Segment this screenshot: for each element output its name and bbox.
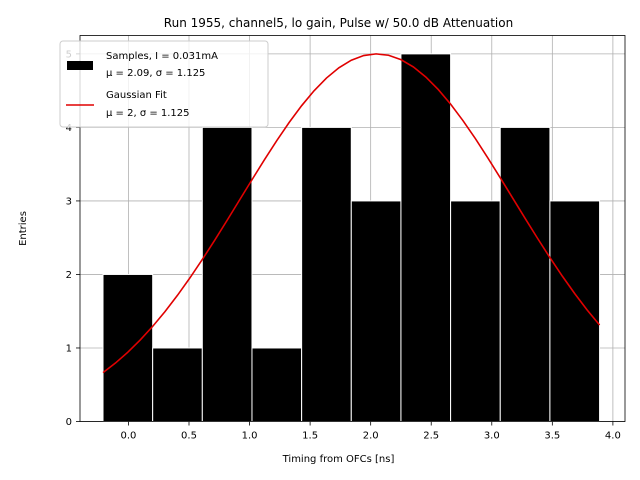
y-axis-label: Entries: [18, 211, 29, 246]
histogram-bar-8: [499, 126, 551, 423]
chart-title: Run 1955, channel5, lo gain, Pulse w/ 50…: [164, 16, 513, 30]
histogram-bar-7: [450, 200, 501, 422]
legend: Samples, I = 0.031mA μ = 2.09, σ = 1.125…: [59, 40, 269, 128]
histogram-bar-9: [549, 200, 601, 422]
gaussian-fit-line: [102, 53, 601, 374]
legend-samples-label: Samples, I = 0.031mA: [106, 51, 218, 62]
histogram-bars: [102, 53, 601, 423]
x-axis-ticks: 0.0 0.5 1.0 1.5 2.0 2.5 3.0 3.5 4.0: [120, 421, 621, 442]
histogram-bar-5: [350, 200, 402, 422]
plot-frame: [79, 35, 626, 422]
y-tick-label: 2: [66, 270, 72, 281]
x-axis-label: Timing from OFCs [ns]: [282, 454, 395, 465]
gaussian-fit: [102, 53, 601, 374]
histogram-bar-3: [251, 347, 303, 423]
histogram-bar-0: [102, 273, 154, 423]
x-tick-label: 2.5: [423, 431, 439, 442]
y-tick-label: 3: [66, 196, 72, 207]
x-tick-label: 3.5: [544, 431, 560, 442]
histogram-bar-6: [400, 53, 452, 422]
x-tick-label: 2.0: [363, 431, 379, 442]
legend-box: [59, 40, 269, 128]
legend-fit-label: Gaussian Fit: [106, 90, 167, 101]
x-tick-label: 1.5: [302, 431, 318, 442]
y-tick-label: 0: [66, 417, 72, 428]
legend-fit-stats: μ = 2, σ = 1.125: [106, 108, 190, 119]
x-tick-label: 3.0: [484, 431, 500, 442]
histogram-bar-4: [301, 126, 352, 423]
y-tick-label: 4: [66, 123, 72, 134]
histogram-bar-2: [201, 126, 253, 423]
y-tick-label: 1: [66, 343, 72, 354]
x-tick-label: 0.0: [120, 431, 136, 442]
x-tick-label: 4.0: [605, 431, 621, 442]
histogram-bar-1: [152, 347, 203, 423]
legend-samples-stats: μ = 2.09, σ = 1.125: [106, 68, 205, 79]
legend-samples-swatch: [67, 61, 93, 70]
x-tick-label: 0.5: [181, 431, 197, 442]
x-tick-label: 1.0: [242, 431, 258, 442]
